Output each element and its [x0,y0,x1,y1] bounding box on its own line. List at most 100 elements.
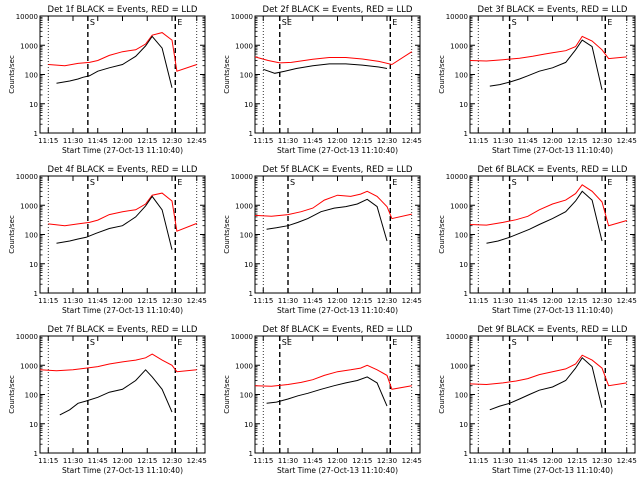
x-tick-label: 12:45 [402,297,422,305]
x-axis-label: Start Time (27-Oct-13 11:10:40) [492,146,613,155]
x-tick-label: 12:00 [542,297,562,305]
y-axis-label: Counts/sec [8,55,16,94]
series-line-lld [254,364,412,390]
x-tick-label: 12:00 [542,457,562,465]
chart-panel-6: Det 6f BLACK = Events, RED = LLD S E 1 10 100… [438,165,637,315]
chart-title: Det 8f BLACK = Events, RED = LLD [263,325,413,335]
y-tick-label: 100 [240,392,253,400]
x-tick-label: 11:15 [253,457,273,465]
x-tick-label: 12:45 [617,137,637,145]
marker-label: E [392,18,397,27]
series-line-events [56,195,173,250]
chart-title: Det 1f BLACK = Events, RED = LLD [48,5,198,15]
chart-title: Det 5f BLACK = Events, RED = LLD [263,165,413,175]
y-tick-label: 10000 [231,333,253,341]
x-tick-label: 11:15 [38,457,58,465]
x-tick-label: 11:15 [253,137,273,145]
series-line-lld [469,35,627,62]
x-tick-label: 12:30 [377,137,397,145]
plot-frame [469,335,636,454]
chart-panel-3: Det 3f BLACK = Events, RED = LLD S E 1 10 100… [438,5,637,155]
y-tick-label: 100 [240,72,253,80]
chart-title: Det 9f BLACK = Events, RED = LLD [478,325,628,335]
marker-label: E [607,178,612,187]
x-tick-label: 12:45 [617,297,637,305]
y-tick-label: 1000 [450,362,468,370]
y-tick-label: 1000 [235,362,253,370]
marker-label: S [512,338,517,347]
series-line-events [266,198,388,242]
y-tick-label: 1000 [235,42,253,50]
y-tick-label: 1 [34,450,38,458]
x-tick-label: 12:30 [162,457,182,465]
y-tick-label: 10 [244,261,253,269]
x-tick-label: 11:45 [88,457,108,465]
y-tick-label: 100 [25,392,38,400]
chart-title: Det 7f BLACK = Events, RED = LLD [48,325,198,335]
y-tick-label: 1000 [235,202,253,210]
y-tick-label: 10000 [16,333,38,341]
plot-frame [469,15,636,134]
x-tick-label: 12:30 [162,297,182,305]
y-tick-label: 100 [25,232,38,240]
series-line-lld [469,184,627,227]
x-tick-label: 12:15 [567,137,587,145]
chart-panel-5: Det 5f BLACK = Events, RED = LLD S E 1 10 100… [223,165,422,315]
x-tick-label: 11:15 [468,137,488,145]
x-tick-label: 11:45 [518,297,538,305]
y-tick-label: 10 [459,101,468,109]
x-tick-label: 12:15 [567,297,587,305]
y-tick-label: 10000 [446,13,468,21]
x-tick-label: 11:45 [518,137,538,145]
y-axis-label: Counts/sec [438,215,446,254]
x-tick-label: 12:15 [352,137,372,145]
y-tick-label: 1000 [450,202,468,210]
marker-label: S [512,178,517,187]
x-tick-label: 12:45 [402,457,422,465]
y-tick-label: 10 [459,261,468,269]
y-tick-label: 1000 [20,202,38,210]
x-tick-label: 12:30 [592,457,612,465]
y-tick-label: 10 [244,421,253,429]
x-tick-label: 11:30 [493,137,513,145]
series-line-lld [469,354,627,387]
series-line-lld [254,51,413,66]
marker-label: E [607,18,612,27]
x-tick-label: 12:00 [327,297,347,305]
x-tick-label: 12:15 [352,457,372,465]
y-tick-label: 10000 [231,13,253,21]
x-tick-label: 11:45 [303,457,323,465]
x-tick-label: 12:30 [592,137,612,145]
plot-frame [254,175,421,294]
y-axis-label: Counts/sec [438,375,446,414]
y-tick-label: 10000 [446,173,468,181]
x-axis-label: Start Time (27-Oct-13 11:10:40) [62,306,183,315]
marker-label: E [392,338,397,347]
series-line-events [59,369,173,416]
x-tick-label: 11:30 [63,457,83,465]
x-tick-label: 12:30 [377,297,397,305]
chart-title: Det 2f BLACK = Events, RED = LLD [263,5,413,15]
x-tick-label: 12:45 [402,137,422,145]
x-axis-label: Start Time (27-Oct-13 11:10:40) [277,306,398,315]
x-tick-label: 12:45 [187,457,207,465]
y-tick-label: 1000 [20,362,38,370]
y-tick-label: 1 [249,450,253,458]
marker-label: SE [282,338,292,347]
x-tick-label: 11:45 [303,297,323,305]
series-line-events [486,190,603,244]
x-axis-label: Start Time (27-Oct-13 11:10:40) [62,466,183,475]
x-tick-label: 11:15 [468,297,488,305]
chart-panel-9: Det 9f BLACK = Events, RED = LLD S E 1 10 100… [438,325,637,475]
marker-label: S [90,178,95,187]
y-tick-label: 10 [29,101,38,109]
y-tick-label: 1000 [20,42,38,50]
marker-label: E [392,178,397,187]
plot-frame [39,335,206,454]
y-tick-label: 1 [464,130,468,138]
y-tick-label: 100 [455,392,468,400]
y-tick-label: 1 [464,450,468,458]
series-line-lld [39,353,197,373]
y-tick-label: 10 [29,261,38,269]
y-axis-label: Counts/sec [438,55,446,94]
